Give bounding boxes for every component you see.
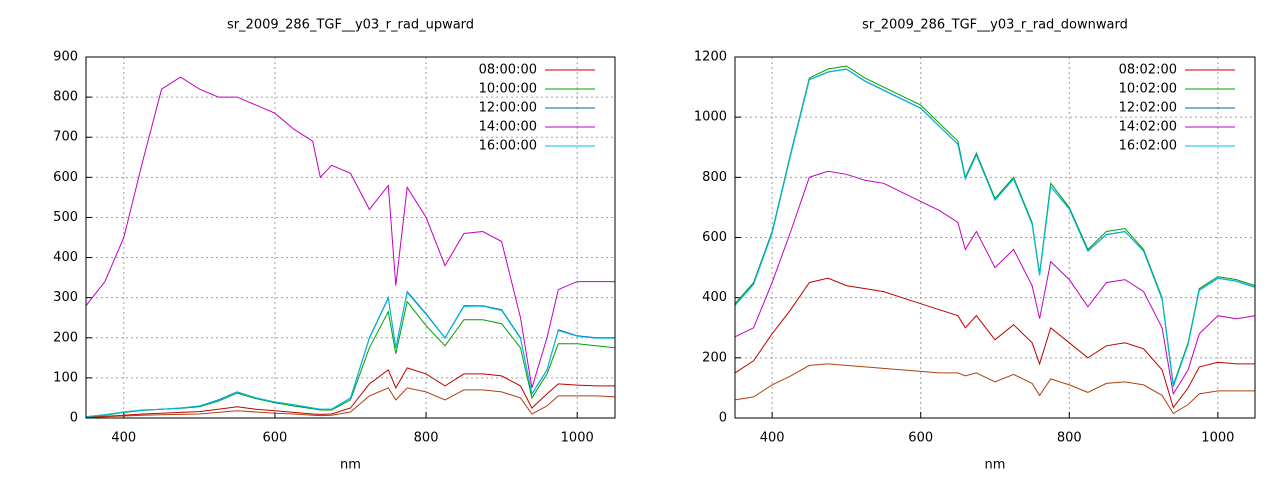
legend-label: 14:02:00 — [1119, 120, 1177, 135]
x-tick-label: 1000 — [561, 431, 594, 446]
y-tick-label: 600 — [702, 230, 727, 245]
series-line — [734, 277, 1255, 409]
series-line — [85, 367, 615, 418]
y-tick-label: 0 — [719, 411, 727, 426]
y-tick-label: 200 — [53, 330, 78, 345]
y-tick-label: 800 — [53, 90, 78, 105]
plot-border — [734, 56, 1256, 419]
y-tick-label: 0 — [70, 411, 78, 426]
legend-label: 16:00:00 — [479, 139, 537, 154]
y-tick-label: 200 — [702, 350, 727, 365]
y-tick-label: 300 — [53, 290, 78, 305]
chart-title: sr_2009_286_TGF__y03_r_rad_downward — [862, 18, 1128, 33]
series-line — [85, 387, 616, 419]
legend-label: 10:00:00 — [479, 82, 537, 97]
y-tick-label: 900 — [53, 50, 78, 65]
y-tick-label: 1000 — [694, 110, 727, 125]
y-tick-label: 400 — [53, 250, 78, 265]
y-tick-label: 1200 — [694, 50, 727, 65]
y-tick-label: 400 — [702, 290, 727, 305]
y-tick-label: 700 — [53, 130, 78, 145]
x-tick-label: 600 — [908, 431, 933, 446]
x-axis-label: nm — [985, 458, 1006, 473]
legend-label: 12:02:00 — [1119, 101, 1177, 116]
y-tick-label: 800 — [702, 170, 727, 185]
y-tick-label: 100 — [53, 370, 78, 385]
series-line — [734, 170, 1256, 396]
legend-label: 10:02:00 — [1119, 82, 1177, 97]
legend-label: 12:00:00 — [479, 101, 537, 116]
series-line — [85, 291, 615, 418]
series-line — [85, 76, 615, 389]
x-tick-label: 800 — [414, 431, 439, 446]
x-tick-label: 1000 — [1201, 431, 1234, 446]
series-line — [734, 65, 1256, 386]
x-tick-label: 600 — [263, 431, 288, 446]
series-line — [734, 68, 1256, 387]
chart-title: sr_2009_286_TGF__y03_r_rad_upward — [227, 18, 474, 33]
plot-border — [85, 56, 616, 419]
series-line — [85, 300, 616, 418]
x-tick-label: 400 — [111, 431, 136, 446]
legend-label: 14:00:00 — [479, 120, 537, 135]
y-tick-label: 600 — [53, 170, 78, 185]
legend-label: 08:00:00 — [479, 63, 537, 78]
legend-label: 16:02:00 — [1119, 139, 1177, 154]
x-tick-label: 400 — [760, 431, 785, 446]
legend-label: 08:02:00 — [1119, 63, 1177, 78]
x-axis-label: nm — [340, 458, 361, 473]
y-tick-label: 500 — [53, 210, 78, 225]
series-line — [734, 68, 1256, 387]
x-tick-label: 800 — [1057, 431, 1082, 446]
series-line — [734, 363, 1255, 415]
